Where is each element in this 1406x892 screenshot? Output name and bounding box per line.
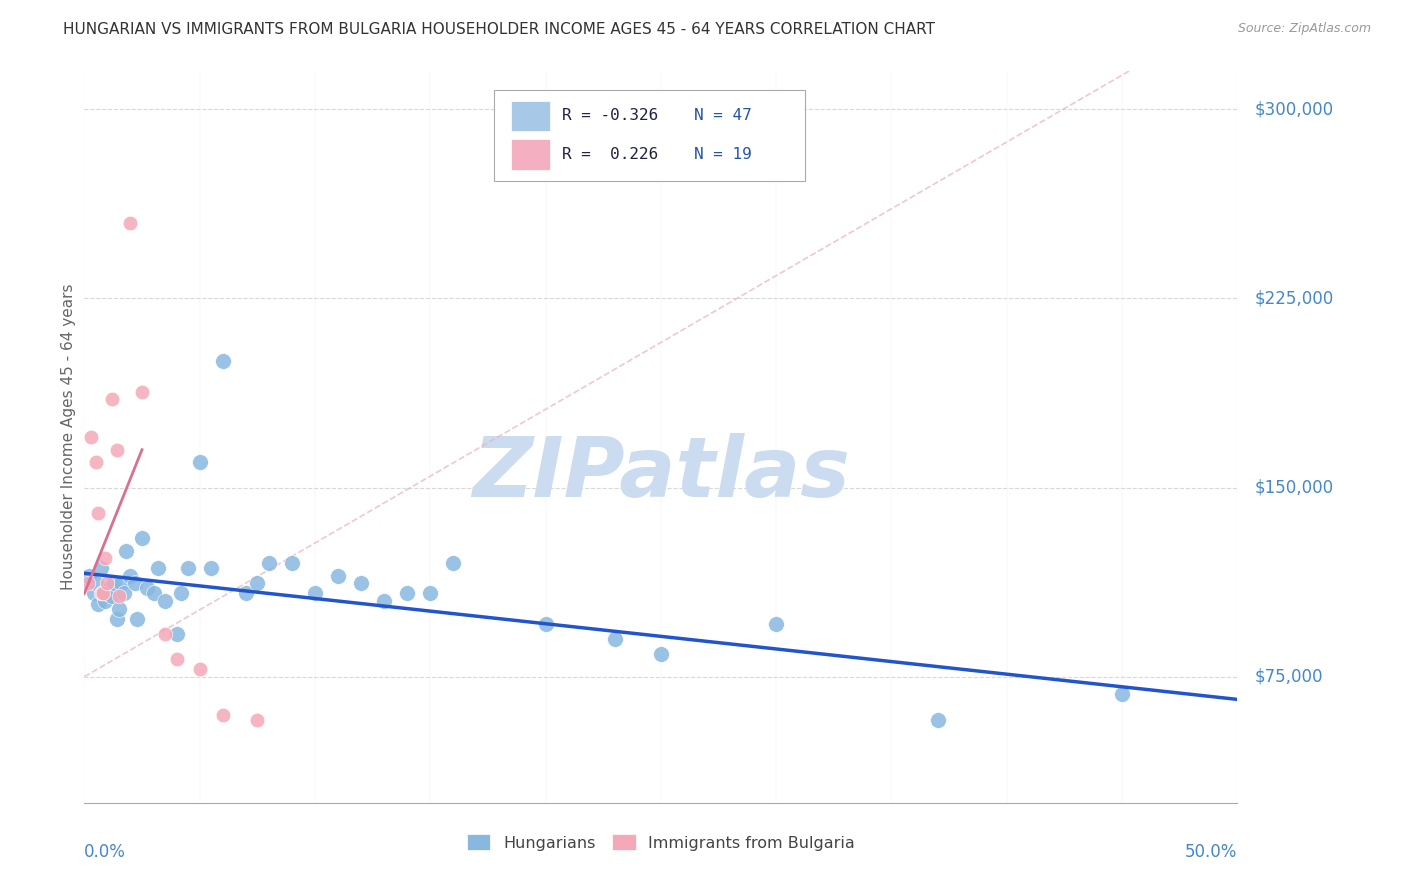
Point xyxy=(84,455,107,469)
Point xyxy=(419,586,441,600)
Point xyxy=(105,442,128,457)
Point xyxy=(1111,687,1133,701)
Point xyxy=(211,354,233,368)
Point xyxy=(142,586,165,600)
Point xyxy=(373,594,395,608)
Point xyxy=(112,586,135,600)
Point xyxy=(131,531,153,545)
Point xyxy=(89,586,111,600)
Text: 0.0%: 0.0% xyxy=(84,843,127,861)
Point xyxy=(246,713,269,727)
Point xyxy=(246,576,269,591)
Point xyxy=(120,216,142,230)
Point xyxy=(94,594,117,608)
Point xyxy=(105,612,128,626)
Point xyxy=(281,556,304,570)
Point xyxy=(166,652,188,666)
Text: ZIPatlas: ZIPatlas xyxy=(472,434,849,514)
Point xyxy=(211,707,233,722)
Point xyxy=(87,506,110,520)
Point xyxy=(84,576,107,591)
FancyBboxPatch shape xyxy=(510,139,550,170)
Point xyxy=(534,616,557,631)
Point xyxy=(131,384,153,399)
Text: $300,000: $300,000 xyxy=(1254,100,1334,119)
Point xyxy=(177,561,200,575)
Point xyxy=(87,597,110,611)
Point xyxy=(83,586,105,600)
Point xyxy=(927,713,949,727)
Point xyxy=(350,576,373,591)
Text: $150,000: $150,000 xyxy=(1254,478,1334,497)
Point xyxy=(135,582,157,596)
Point xyxy=(170,586,193,600)
Point xyxy=(120,569,142,583)
Point xyxy=(603,632,626,646)
Point xyxy=(396,586,419,600)
Point xyxy=(650,647,672,661)
Point xyxy=(96,576,118,591)
Point xyxy=(115,543,138,558)
Point xyxy=(146,561,169,575)
Point xyxy=(108,589,131,603)
Point xyxy=(188,662,211,676)
Point xyxy=(98,582,121,596)
Point xyxy=(80,430,103,444)
Point xyxy=(96,586,118,600)
Point xyxy=(235,586,257,600)
Point xyxy=(90,586,112,600)
Point xyxy=(103,576,125,591)
Legend: Hungarians, Immigrants from Bulgaria: Hungarians, Immigrants from Bulgaria xyxy=(460,828,862,857)
Point xyxy=(91,586,114,600)
Point xyxy=(304,586,326,600)
Point xyxy=(124,576,146,591)
Point xyxy=(77,569,100,583)
Text: 50.0%: 50.0% xyxy=(1185,843,1237,861)
Point xyxy=(91,586,114,600)
Point xyxy=(101,392,124,407)
Text: R = -0.326: R = -0.326 xyxy=(561,109,658,123)
Point xyxy=(257,556,280,570)
Text: HUNGARIAN VS IMMIGRANTS FROM BULGARIA HOUSEHOLDER INCOME AGES 45 - 64 YEARS CORR: HUNGARIAN VS IMMIGRANTS FROM BULGARIA HO… xyxy=(63,22,935,37)
Text: Source: ZipAtlas.com: Source: ZipAtlas.com xyxy=(1237,22,1371,36)
Point xyxy=(101,589,124,603)
Text: $75,000: $75,000 xyxy=(1254,668,1323,686)
Point xyxy=(94,551,117,566)
Point xyxy=(765,616,787,631)
Point xyxy=(153,594,176,608)
Point xyxy=(76,576,98,591)
Point xyxy=(108,601,131,615)
Text: N = 19: N = 19 xyxy=(695,147,752,162)
Point xyxy=(166,627,188,641)
Point xyxy=(188,455,211,469)
Point xyxy=(441,556,464,570)
Y-axis label: Householder Income Ages 45 - 64 years: Householder Income Ages 45 - 64 years xyxy=(60,284,76,591)
Point xyxy=(89,561,111,575)
Text: N = 47: N = 47 xyxy=(695,109,752,123)
FancyBboxPatch shape xyxy=(494,90,806,181)
Point xyxy=(110,576,132,591)
Point xyxy=(326,569,349,583)
Point xyxy=(127,612,149,626)
FancyBboxPatch shape xyxy=(510,101,550,131)
Text: R =  0.226: R = 0.226 xyxy=(561,147,658,162)
Point xyxy=(153,627,176,641)
Text: $225,000: $225,000 xyxy=(1254,289,1334,308)
Point xyxy=(200,561,222,575)
